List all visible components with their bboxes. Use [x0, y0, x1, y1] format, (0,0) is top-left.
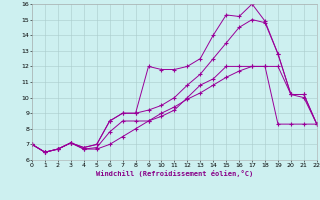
- X-axis label: Windchill (Refroidissement éolien,°C): Windchill (Refroidissement éolien,°C): [96, 170, 253, 177]
